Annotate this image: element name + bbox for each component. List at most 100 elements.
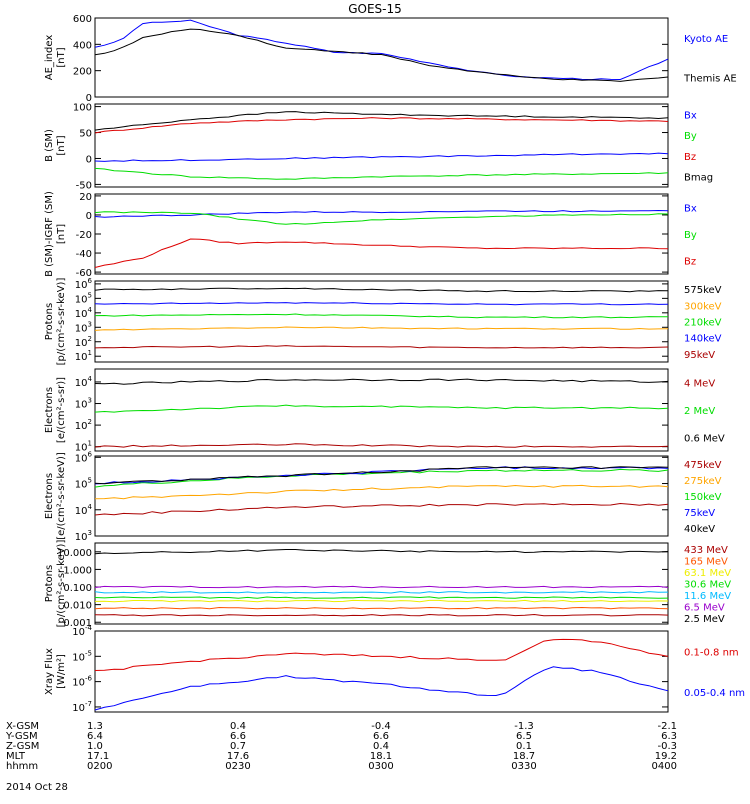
y-tick-exponent: -4: [85, 624, 93, 632]
series-line-By: [94, 211, 669, 225]
x-cell-value: -0.3: [657, 741, 677, 752]
y-axis-label: [W/m²]: [56, 654, 67, 689]
y-tick-label: 200: [73, 67, 92, 78]
series-line-433-MeV: [94, 613, 669, 617]
x-cell-value: -0.4: [371, 721, 391, 732]
series-line-30.6-MeV: [94, 596, 669, 599]
y-tick-label: 102: [75, 418, 92, 432]
legend-label: Bmag: [684, 173, 713, 184]
series-line-275keV: [94, 484, 669, 500]
series-line-575keV: [94, 287, 669, 293]
legend-label: By: [684, 230, 697, 241]
panel-2: -60 -40 -20 0 20 B (SM)-IGRF (SM) [nT] Bx By Bz: [44, 191, 697, 279]
x-row-label: Z-GSM: [6, 741, 39, 752]
legend-label: 575keV: [684, 285, 722, 296]
panel-7: 10-7 10-6 10-5 10-4 Xray Flux [W/m²] 0.1-0.8 n…: [44, 624, 745, 714]
y-tick-label: 105: [75, 291, 92, 305]
x-cell-value: 0.7: [230, 741, 246, 752]
y-tick-label: 104: [75, 503, 93, 517]
legend-label: 2 MeV: [684, 406, 715, 417]
series-line-95keV: [94, 345, 669, 349]
y-axis-label: [nT]: [56, 47, 67, 67]
panel-frame: [94, 455, 669, 537]
series-line-210keV: [94, 313, 669, 319]
legend-label: 165 MeV: [684, 556, 728, 567]
y-axis-label: [nT]: [56, 224, 67, 244]
y-axis-label: B (SM): [44, 129, 55, 162]
y-tick-label: 104: [75, 375, 93, 389]
y-tick-label: 1.000: [63, 565, 92, 576]
y-axis-label: B (SM)-IGRF (SM): [44, 191, 55, 277]
legend-label: 11.6 MeV: [684, 591, 731, 602]
legend-label: 433 MeV: [684, 545, 728, 556]
series-line-Bmag: [94, 111, 669, 131]
y-tick-label: 105: [75, 477, 92, 491]
legend-label: 4 MeV: [684, 379, 715, 390]
y-tick-exponent: 3: [88, 320, 92, 328]
y-tick-label: -20: [76, 230, 92, 241]
y-tick-exponent: -7: [85, 700, 92, 708]
x-cell-value: -1.3: [514, 721, 534, 732]
series-line-150keV: [94, 468, 669, 488]
legend-label: 0.1-0.8 nm: [684, 647, 739, 658]
series-line-0.6-MeV: [94, 378, 669, 385]
y-tick-exponent: 2: [88, 335, 92, 343]
panel-frame: [94, 280, 669, 363]
legend-label: 6.5 MeV: [684, 603, 725, 614]
legend-label: Bx: [684, 110, 697, 121]
x-cell-value: 1.3: [87, 721, 103, 732]
series-line-475keV: [94, 502, 669, 516]
panel-5: 103 104 105 106 Electrons [e/(cm²-s-sr-keV)] 4…: [44, 450, 722, 543]
legend-label: 275keV: [684, 476, 722, 487]
panel-1: -50 0 50 100 B (SM) [nT] Bx By Bz Bmag: [44, 103, 713, 192]
x-cell-value: -2.1: [657, 721, 677, 732]
y-tick-exponent: -6: [85, 675, 93, 683]
series-line-11.6-MeV: [94, 591, 669, 594]
series-line-63.1-MeV: [94, 599, 669, 603]
series-line-2.5-MeV: [94, 549, 669, 555]
series-line-40keV: [94, 466, 669, 485]
y-tick-exponent: 4: [88, 306, 93, 314]
series-line-300keV: [94, 326, 669, 331]
series-line-By: [94, 167, 669, 180]
panel-0: 0 200 400 600 AE_index [nT] Kyoto AE Themis AE: [44, 14, 737, 104]
y-tick-exponent: 5: [88, 477, 92, 485]
legend-label: 140keV: [684, 334, 722, 345]
y-tick-label: 400: [73, 40, 92, 51]
x-cell-value: 0.4: [230, 721, 246, 732]
x-cell-value: 6.4: [87, 731, 103, 742]
y-axis-label: AE_index: [44, 35, 55, 81]
y-tick-exponent: 4: [88, 503, 93, 511]
series-line-2-MeV: [94, 404, 669, 413]
x-row-label: X-GSM: [6, 721, 39, 732]
y-tick-exponent: 1: [88, 440, 92, 448]
y-tick-label: 103: [75, 529, 92, 543]
series-line-0.1-0.8-nm: [94, 638, 669, 671]
legend-label: 2.5 MeV: [684, 614, 725, 625]
series-line-6.5-MeV: [94, 585, 669, 589]
legend-label: Bz: [684, 152, 696, 163]
y-tick-exponent: 6: [88, 450, 93, 458]
y-tick-label: 103: [75, 397, 92, 411]
x-cell-value: 17.1: [87, 751, 109, 762]
y-tick-label: 0: [86, 211, 92, 222]
series-line-Bx: [94, 209, 669, 218]
y-axis-label: Protons: [44, 565, 55, 602]
y-tick-exponent: -5: [85, 649, 92, 657]
x-cell-value: 0230: [225, 761, 250, 772]
x-cell-value: 19.2: [655, 751, 677, 762]
legend-label: 475keV: [684, 460, 722, 471]
series-line-Themis-AE: [94, 28, 669, 82]
y-tick-exponent: 1: [88, 349, 92, 357]
panel-frame: [94, 630, 669, 713]
y-axis-label: Electrons: [44, 473, 55, 519]
y-tick-label: 10-4: [72, 624, 92, 638]
series-line-Bz: [94, 117, 669, 134]
x-cell-value: 18.7: [513, 751, 535, 762]
legend-label: Kyoto AE: [684, 34, 728, 45]
legend-label: 300keV: [684, 301, 722, 312]
